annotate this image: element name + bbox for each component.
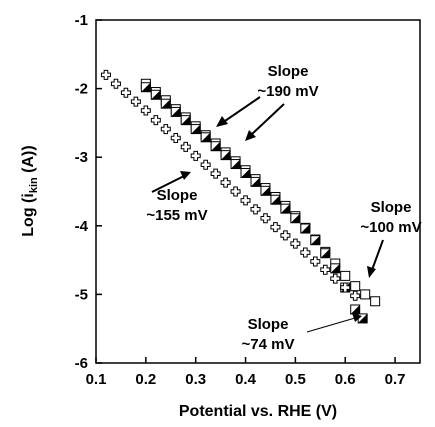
data-point (290, 238, 301, 249)
data-point (210, 168, 221, 179)
data-point (290, 213, 301, 224)
arrow-190-upper-head (216, 116, 228, 127)
arrow-190-lower (250, 103, 285, 136)
x-axis-title: Potential vs. RHE (V) (179, 403, 337, 420)
y-tick-label: -5 (75, 286, 88, 303)
x-tick-label: 0.1 (86, 371, 107, 388)
data-point (250, 204, 261, 215)
annotation-slope-74-line1: Slope (248, 316, 289, 333)
data-point (330, 273, 341, 284)
data-point (160, 124, 171, 135)
series-open-cross (100, 69, 361, 301)
data-point (280, 203, 291, 214)
data-point (260, 185, 271, 196)
x-tick-label: 0.7 (385, 371, 406, 388)
data-point (260, 213, 271, 224)
y-axis-title-end: (A)) (20, 145, 37, 177)
data-point (200, 159, 211, 170)
data-point (370, 296, 381, 307)
y-tick-label: -1 (75, 12, 88, 29)
data-point (320, 264, 331, 275)
y-axis-title: Log (ikin (A)) (20, 145, 40, 236)
data-point (190, 124, 201, 135)
x-tick-label: 0.2 (135, 371, 156, 388)
annotation-slope-155-line2: ~155 mV (146, 207, 207, 224)
data-point (120, 87, 131, 98)
data-point (220, 150, 231, 161)
x-tick-label: 0.4 (235, 371, 257, 388)
data-point (350, 281, 361, 292)
data-point (270, 222, 281, 233)
data-point (300, 247, 311, 258)
data-point (140, 82, 151, 93)
y-axis-title-subscript: kin (28, 177, 40, 193)
data-point (310, 256, 321, 267)
data-point (190, 150, 201, 161)
data-point (160, 98, 171, 109)
data-point (330, 263, 341, 274)
x-tick-label: 0.3 (185, 371, 206, 388)
data-point (340, 282, 351, 293)
data-point (170, 132, 181, 143)
data-point (180, 115, 191, 126)
annotation-slope-155-line1: Slope (157, 187, 198, 204)
y-tick-label: -6 (75, 355, 88, 372)
arrow-100-head (367, 266, 376, 278)
arrow-190-upper (221, 96, 261, 124)
data-point (230, 159, 241, 170)
data-series (100, 69, 381, 324)
arrow-155 (151, 175, 185, 193)
x-tick-label: 0.6 (335, 371, 356, 388)
data-point (110, 78, 121, 89)
data-point (340, 270, 351, 281)
data-point (310, 235, 321, 246)
data-point (240, 167, 251, 178)
annotation-slope-100-line1: Slope (371, 199, 412, 216)
axes (95, 19, 421, 364)
data-point (200, 132, 211, 143)
data-point (150, 89, 161, 100)
arrow-74-head (352, 313, 362, 322)
arrow-74 (306, 317, 356, 333)
y-tick-label: -2 (75, 81, 88, 98)
annotation-slope-100-line2: ~100 mV (360, 219, 421, 236)
annotation-slope-190-line1: Slope (268, 63, 309, 80)
annotation-slope-74-line2: ~74 mV (242, 336, 295, 353)
data-point (140, 105, 151, 116)
data-point (100, 69, 111, 80)
data-point (350, 290, 361, 301)
arrow-190-lower-head (245, 130, 256, 141)
data-point (350, 304, 361, 315)
plot-frame (95, 19, 421, 364)
x-tick-label: 0.5 (285, 371, 306, 388)
data-point (320, 248, 331, 259)
data-point (130, 96, 141, 107)
data-point (240, 195, 251, 206)
arrow-155-head (180, 171, 191, 180)
data-point (270, 194, 281, 205)
y-tick-label: -3 (75, 149, 88, 166)
y-tick-label: -4 (75, 218, 89, 235)
data-point (220, 177, 231, 188)
data-point (250, 176, 261, 187)
data-point (230, 186, 241, 197)
data-point (360, 289, 371, 300)
series-half-filled-square (140, 82, 368, 324)
data-point (280, 230, 291, 241)
data-point (300, 223, 311, 234)
data-point (210, 141, 221, 152)
y-axis-title-main: Log (i (20, 193, 37, 237)
annotation-arrows (151, 96, 384, 333)
data-point (180, 141, 191, 152)
data-point (170, 106, 181, 117)
arrow-100 (371, 239, 384, 271)
data-point (150, 115, 161, 126)
slope-annotations: Slope ~190 mV Slope ~155 mV Slope ~100 m… (146, 63, 421, 353)
annotation-slope-190-line2: ~190 mV (257, 83, 318, 100)
ticks: 0.1 0.2 0.3 0.4 0.5 0.6 0.7 -1 -2 -3 -4 -5 -6 (75, 12, 406, 388)
